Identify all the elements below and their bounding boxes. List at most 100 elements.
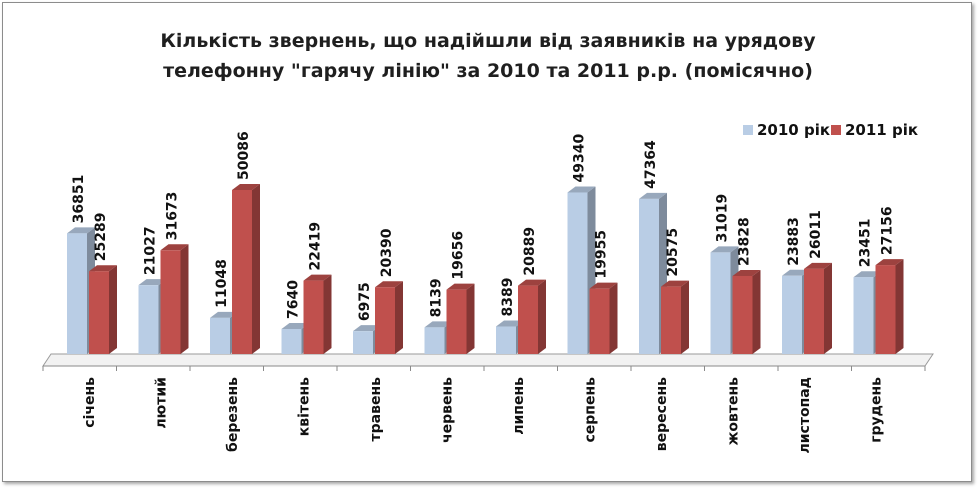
bar-2011-6 — [518, 279, 546, 354]
data-label: 23451 — [858, 218, 874, 267]
bar-2011-7 — [589, 282, 618, 354]
bar-side — [824, 262, 832, 354]
data-label: 49340 — [572, 133, 588, 182]
data-label: 25289 — [93, 212, 109, 261]
bar-top — [518, 279, 546, 286]
data-label: 22419 — [308, 222, 324, 271]
bar-side — [395, 281, 403, 354]
bar-top — [446, 283, 475, 290]
bar-front — [281, 328, 302, 354]
bar-side — [895, 259, 904, 354]
bar-front — [710, 252, 731, 354]
bar-front — [639, 198, 659, 354]
bar-2011-9 — [732, 269, 761, 354]
bar-2011-10 — [804, 262, 832, 354]
chart-floor — [42, 353, 934, 367]
bar-top — [804, 262, 832, 269]
x-axis — [42, 353, 934, 371]
bar-top — [589, 282, 618, 289]
bar-top — [710, 246, 739, 253]
bar-front — [496, 326, 516, 354]
bar-top — [782, 269, 810, 276]
bar-side — [180, 244, 189, 354]
x-tick-label: лютий — [154, 377, 170, 429]
bar-front — [375, 287, 395, 354]
data-label: 47364 — [643, 140, 659, 189]
bar-top — [375, 281, 403, 288]
bar-top — [281, 322, 310, 329]
bar-top — [661, 280, 689, 287]
bar-top — [232, 184, 260, 190]
legend-item-2010: 2010 рік — [743, 121, 830, 139]
bar-top — [496, 320, 524, 327]
legend-label: 2011 рік — [845, 121, 918, 139]
bar-front — [232, 190, 252, 354]
bar-side — [752, 269, 761, 354]
bar-front — [446, 289, 467, 354]
data-label: 6975 — [357, 282, 373, 321]
bar-2011-1 — [160, 244, 189, 354]
data-label: 21027 — [143, 226, 159, 275]
data-label: 7640 — [286, 280, 302, 319]
chart-title-line-1: Кількість звернень, що надійшли від заяв… — [160, 30, 816, 52]
bar-front — [661, 286, 681, 354]
chart-title-line-2: телефонну "гарячу лінію" за 2010 та 2011… — [163, 60, 813, 82]
bar-top — [639, 192, 667, 199]
bar-top — [160, 244, 189, 251]
bar-front — [853, 277, 874, 354]
x-tick-label: жовтень — [726, 377, 742, 446]
data-label: 8389 — [500, 278, 516, 317]
x-tick-label: січень — [82, 377, 98, 428]
data-label: 23828 — [737, 217, 753, 266]
bar-top — [732, 269, 761, 276]
bar-2011-2 — [232, 184, 260, 354]
bar-2011-4 — [375, 281, 403, 354]
x-tick-label: липень — [511, 377, 527, 435]
x-tick-label: червень — [440, 377, 456, 443]
bar-top — [875, 259, 904, 266]
bar-top — [67, 227, 95, 234]
bar-side — [109, 265, 117, 354]
data-label: 20575 — [665, 228, 681, 277]
data-label: 19955 — [594, 230, 610, 279]
data-label: 36851 — [71, 175, 87, 224]
legend-label: 2010 рік — [757, 121, 830, 139]
legend: 2010 рік 2011 рік — [743, 121, 918, 139]
bar-side — [609, 282, 618, 354]
data-label: 31673 — [165, 192, 181, 241]
bar-front — [303, 280, 324, 354]
bar-front — [518, 285, 538, 354]
bar-front — [89, 271, 109, 354]
legend-swatch — [743, 125, 753, 135]
bar-front — [210, 317, 230, 354]
data-label: 50086 — [236, 131, 252, 180]
bar-2011-11 — [875, 259, 904, 354]
x-tick-label: травень — [368, 377, 384, 442]
legend-item-2011: 2011 рік — [831, 121, 918, 139]
data-label: 20889 — [522, 227, 538, 276]
bar-front — [804, 268, 824, 354]
chart-area: Кількість звернень, що надійшли від заяв… — [42, 30, 934, 454]
bar-side — [252, 184, 260, 354]
bar-front — [782, 275, 802, 354]
chart-title: Кількість звернень, що надійшли від заяв… — [160, 30, 816, 82]
x-tick-label: березень — [225, 377, 241, 452]
bar-side — [466, 283, 475, 354]
bar-front — [353, 331, 373, 354]
bar-top — [138, 279, 167, 286]
bar-front — [589, 288, 610, 354]
bar-top — [303, 274, 332, 281]
data-label: 11048 — [214, 259, 230, 308]
bar-front — [160, 250, 181, 354]
bar-top — [89, 265, 117, 272]
bar-top — [353, 325, 381, 332]
x-tick-label: вересень — [654, 377, 670, 451]
x-tick-label: серпень — [583, 377, 599, 443]
data-label: 20390 — [379, 228, 395, 277]
bar-side — [538, 279, 546, 354]
data-label: 31019 — [715, 194, 731, 243]
bar-front — [875, 265, 896, 354]
data-label: 8139 — [429, 278, 445, 317]
bar-side — [681, 280, 689, 354]
data-label: 19656 — [451, 231, 467, 280]
